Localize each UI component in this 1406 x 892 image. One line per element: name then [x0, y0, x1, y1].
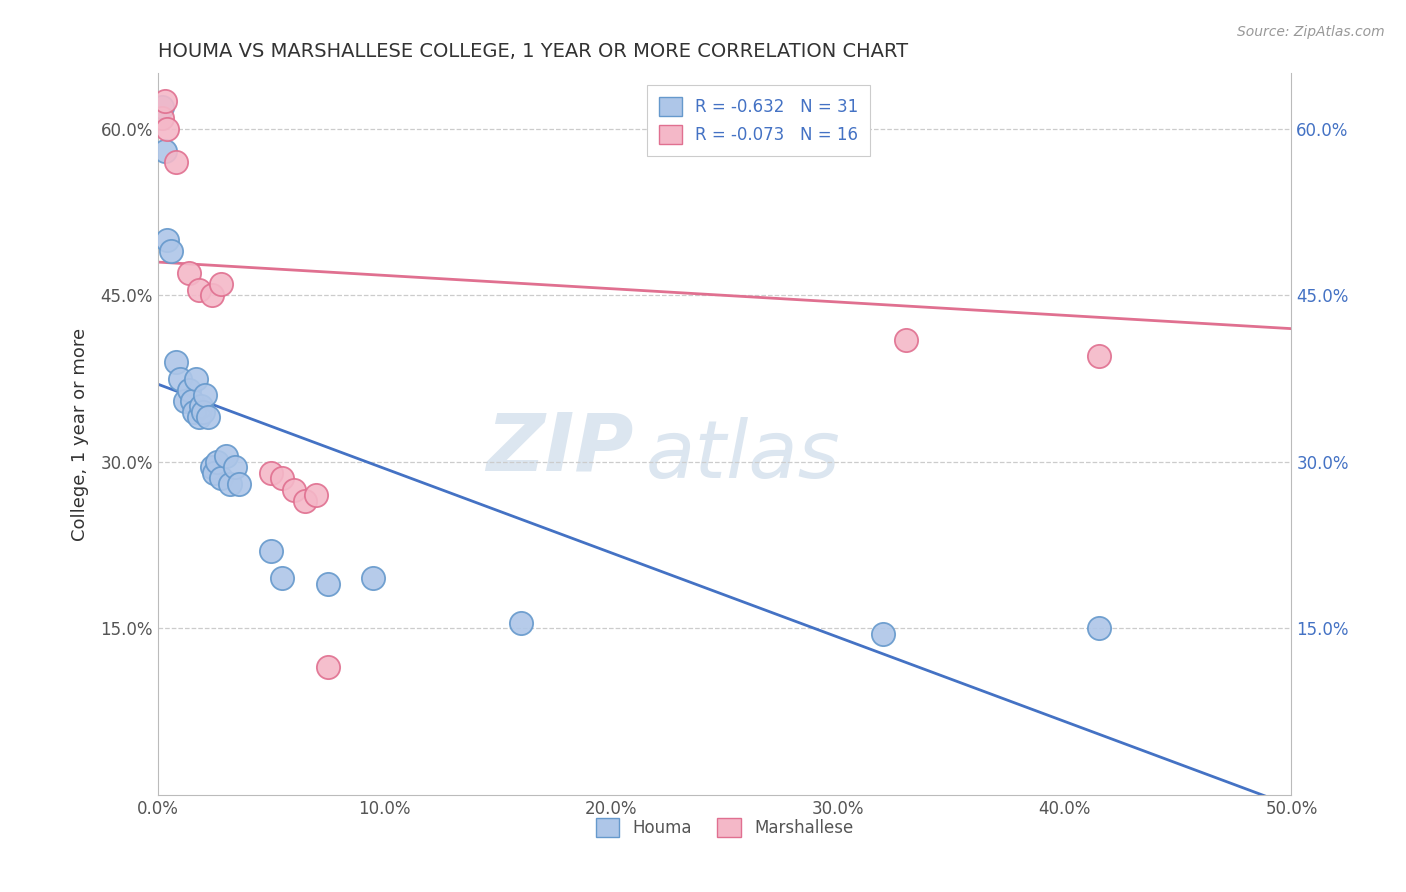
- Point: [283, 483, 305, 497]
- Point: [165, 355, 187, 369]
- Point: [153, 144, 176, 158]
- Point: [316, 577, 339, 591]
- Point: [174, 393, 197, 408]
- Point: [260, 466, 283, 480]
- Point: [169, 371, 191, 385]
- Text: Source: ZipAtlas.com: Source: ZipAtlas.com: [1237, 25, 1385, 39]
- Text: ZIP: ZIP: [486, 409, 634, 488]
- Point: [260, 543, 283, 558]
- Point: [209, 471, 232, 485]
- Point: [202, 466, 225, 480]
- Text: atlas: atlas: [645, 417, 839, 495]
- Point: [187, 410, 209, 425]
- Point: [156, 122, 179, 136]
- Point: [201, 288, 224, 302]
- Point: [209, 277, 232, 292]
- Point: [509, 615, 531, 630]
- Text: HOUMA VS MARSHALLESE COLLEGE, 1 YEAR OR MORE CORRELATION CHART: HOUMA VS MARSHALLESE COLLEGE, 1 YEAR OR …: [157, 42, 908, 61]
- Point: [150, 111, 173, 125]
- Point: [153, 94, 176, 108]
- Point: [179, 266, 201, 280]
- Point: [191, 405, 214, 419]
- Point: [872, 627, 894, 641]
- Point: [224, 460, 246, 475]
- Point: [183, 405, 205, 419]
- Point: [156, 233, 179, 247]
- Point: [190, 400, 212, 414]
- Point: [186, 371, 208, 385]
- Point: [271, 471, 294, 485]
- Point: [165, 155, 187, 169]
- Point: [150, 100, 173, 114]
- Point: [1087, 350, 1109, 364]
- Point: [361, 571, 384, 585]
- Point: [271, 571, 294, 585]
- Point: [1087, 621, 1109, 635]
- Point: [215, 450, 238, 464]
- Point: [219, 477, 242, 491]
- Point: [201, 460, 224, 475]
- Point: [294, 493, 316, 508]
- Point: [228, 477, 250, 491]
- Point: [316, 660, 339, 674]
- Point: [197, 410, 219, 425]
- Point: [179, 383, 201, 397]
- Point: [194, 388, 217, 402]
- Point: [894, 333, 917, 347]
- Point: [160, 244, 183, 258]
- Y-axis label: College, 1 year or more: College, 1 year or more: [72, 327, 89, 541]
- Legend: Houma, Marshallese: Houma, Marshallese: [589, 812, 860, 844]
- Point: [305, 488, 328, 502]
- Point: [205, 455, 228, 469]
- Point: [187, 283, 209, 297]
- Point: [180, 393, 202, 408]
